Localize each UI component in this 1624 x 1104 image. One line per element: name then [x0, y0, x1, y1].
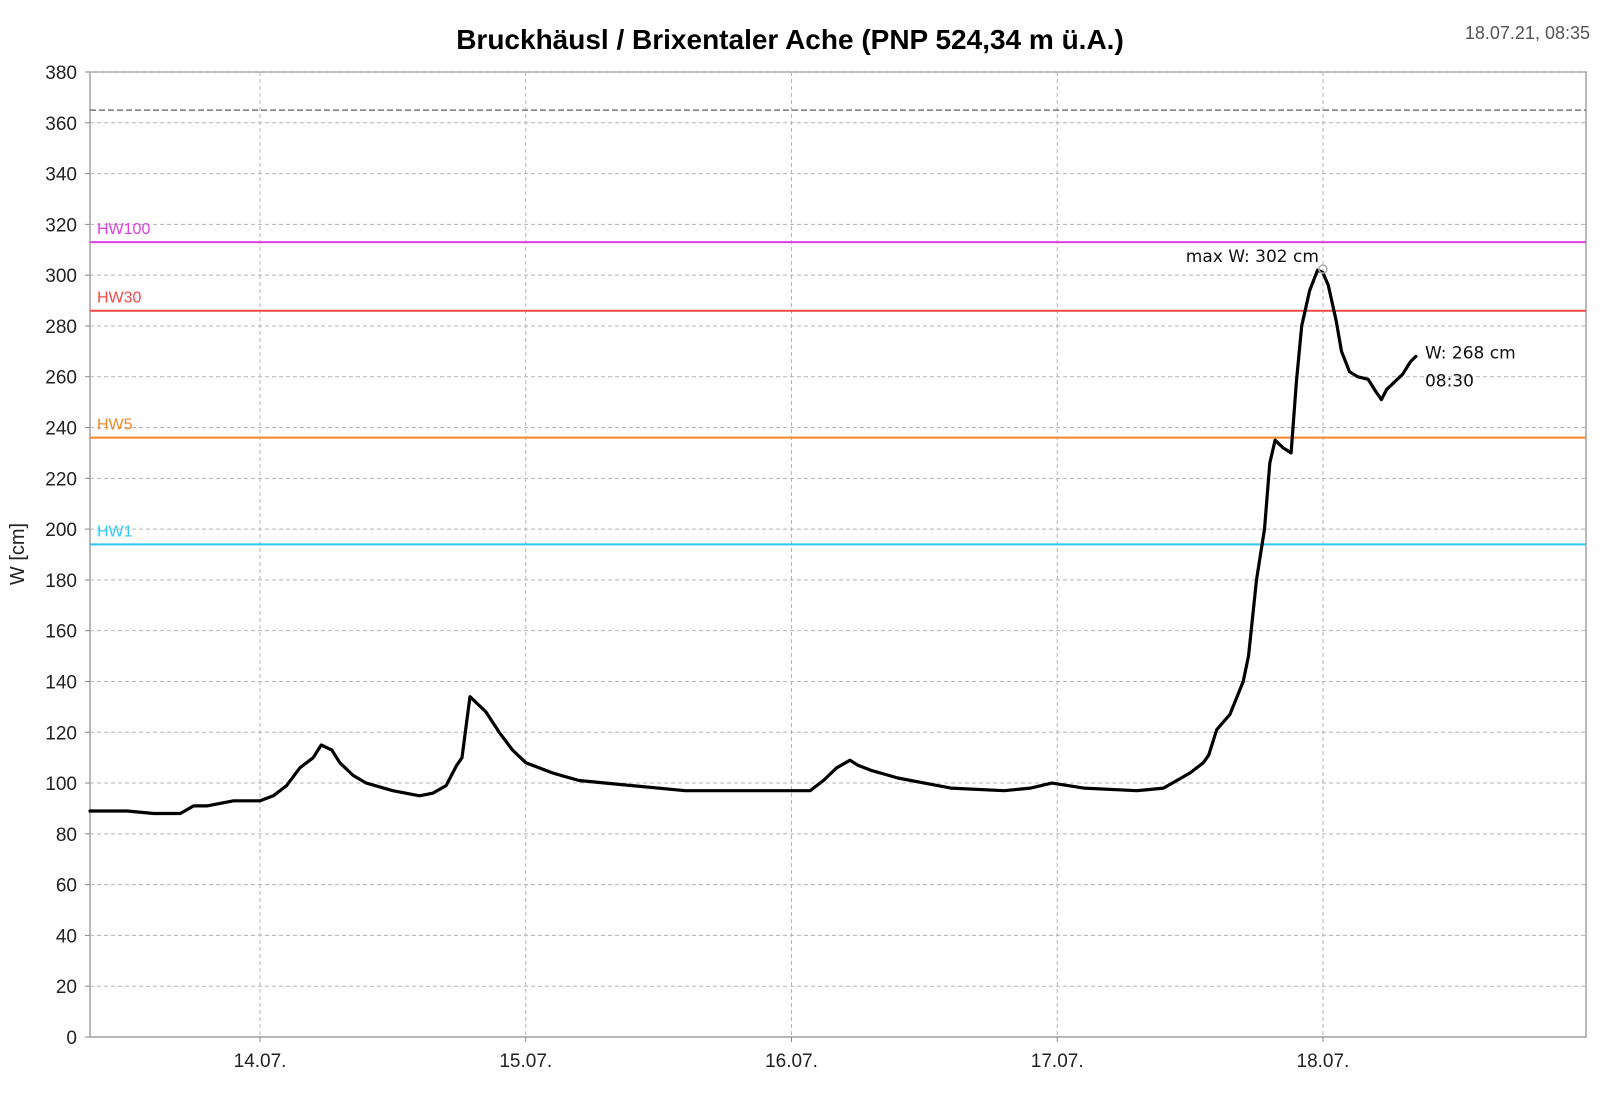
y-tick-label: 280: [45, 317, 77, 338]
y-tick-label: 120: [45, 723, 77, 744]
y-tick-label: 220: [45, 469, 77, 490]
reference-line-label: HW1: [97, 523, 133, 540]
y-tick-label: 360: [45, 114, 77, 135]
y-tick-label: 320: [45, 215, 77, 236]
y-tick-label: 180: [45, 571, 77, 592]
y-tick-label: 380: [45, 63, 77, 84]
y-tick-label: 100: [45, 774, 77, 795]
reference-line-label: HW30: [97, 290, 142, 307]
chart-title: Bruckhäusl / Brixentaler Ache (PNP 524,3…: [456, 24, 1124, 55]
reference-line-label: HW5: [97, 417, 133, 434]
y-tick-label: 60: [56, 876, 77, 897]
current-value-annotation: W: 268 cm: [1425, 343, 1516, 363]
x-tick-label: 16.07.: [765, 1051, 818, 1072]
x-tick-label: 14.07.: [234, 1051, 287, 1072]
chart-timestamp: 18.07.21, 08:35: [1465, 23, 1590, 43]
y-tick-label: 80: [56, 825, 77, 846]
y-tick-label: 0: [66, 1028, 77, 1049]
y-tick-label: 20: [56, 977, 77, 998]
y-tick-label: 340: [45, 165, 77, 186]
plot-area: 0 20 40 60 80 100 120 140 160 180 200 220 240 260 280 3…: [45, 63, 1587, 1072]
max-marker: [1318, 264, 1328, 274]
y-tick-label: 160: [45, 622, 77, 643]
current-time-annotation: 08:30: [1425, 371, 1474, 391]
y-tick-label: 260: [45, 368, 77, 389]
y-tick-label: 40: [56, 926, 77, 947]
reference-line-label: HW100: [97, 221, 150, 238]
x-tick-label: 18.07.: [1297, 1051, 1350, 1072]
y-tick-label: 240: [45, 419, 77, 440]
x-tick-label: 17.07.: [1031, 1051, 1084, 1072]
y-tick-label: 200: [45, 520, 77, 541]
y-axis-label: W [cm]: [7, 523, 29, 585]
y-tick-label: 140: [45, 672, 77, 693]
plot-frame: [89, 71, 1587, 1038]
y-tick-label: 300: [45, 266, 77, 287]
max-annotation: max W: 302 cm: [1186, 247, 1319, 267]
x-tick-label: 15.07.: [499, 1051, 552, 1072]
